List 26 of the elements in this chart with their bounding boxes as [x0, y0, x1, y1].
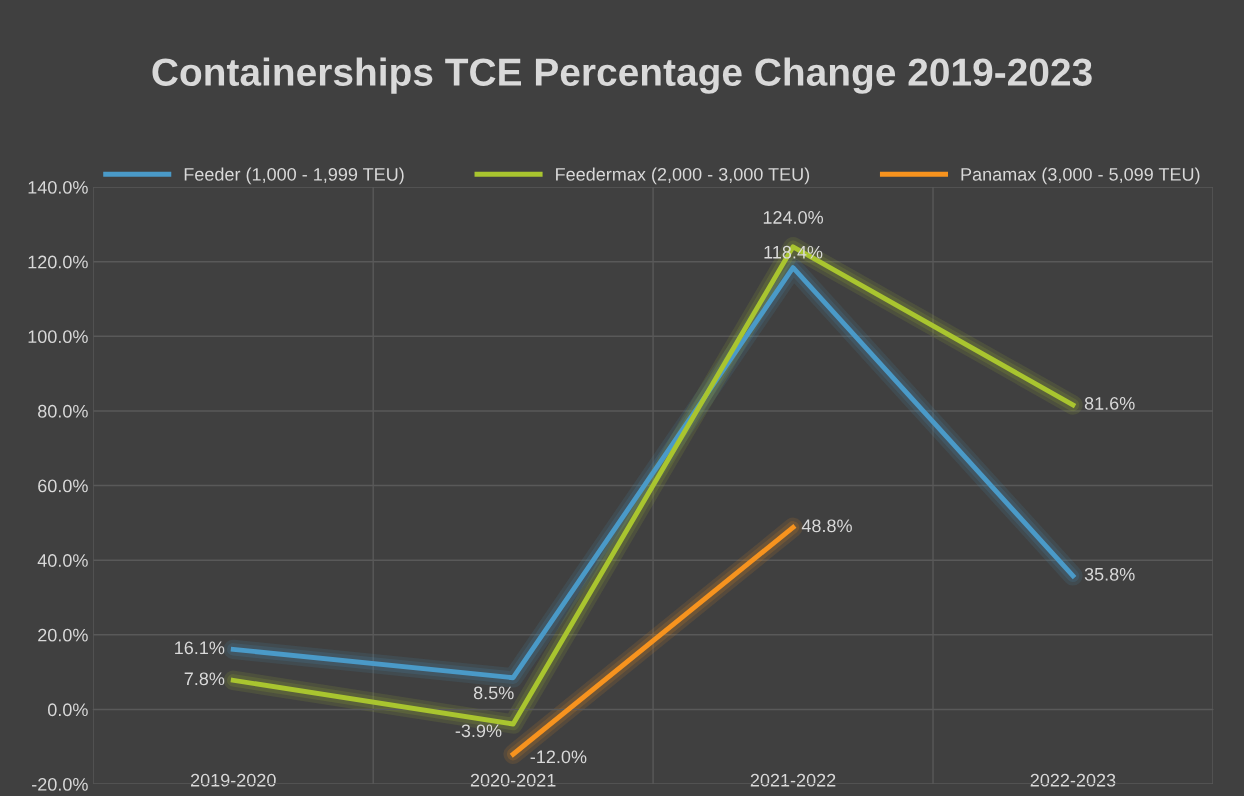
y-tick-label: 60.0% — [38, 479, 88, 493]
y-tick-label: 0.0% — [47, 703, 88, 717]
legend-label: Panamax (3,000 - 5,099 TEU) — [961, 167, 1200, 185]
data-label: 124.0% — [763, 211, 824, 224]
y-tick-label: 100.0% — [28, 330, 88, 344]
data-label: 7.8% — [184, 672, 225, 686]
data-label: 8.5% — [473, 686, 514, 700]
legend-label: Feeder (1,000 - 1,999 TEU) — [184, 167, 404, 185]
y-tick-label: 20.0% — [38, 628, 88, 642]
y-tick-label: 140.0% — [28, 180, 88, 194]
data-label: -12.0% — [530, 750, 587, 764]
legend-label: Feedermax (2,000 - 3,000 TEU) — [556, 167, 810, 185]
x-tick-label: 2022-2023 — [1030, 773, 1116, 787]
x-tick-label: 2021-2022 — [750, 773, 836, 787]
chart-title: Containerships TCE Percentage Change 2019-2023 — [152, 57, 1092, 94]
y-tick-label: 80.0% — [38, 404, 88, 418]
data-label: 35.8% — [1084, 567, 1135, 581]
data-label: 48.8% — [801, 519, 852, 533]
y-tick-label: 40.0% — [37, 554, 88, 567]
data-label: 81.6% — [1084, 397, 1135, 410]
x-tick-label: 2020-2021 — [470, 773, 556, 787]
y-tick-label: 120.0% — [28, 255, 88, 269]
y-tick-label: -20.0% — [32, 777, 88, 791]
x-tick-label: 2019-2020 — [190, 773, 276, 787]
data-label: 16.1% — [175, 641, 225, 655]
data-label: -3.9% — [455, 724, 502, 738]
